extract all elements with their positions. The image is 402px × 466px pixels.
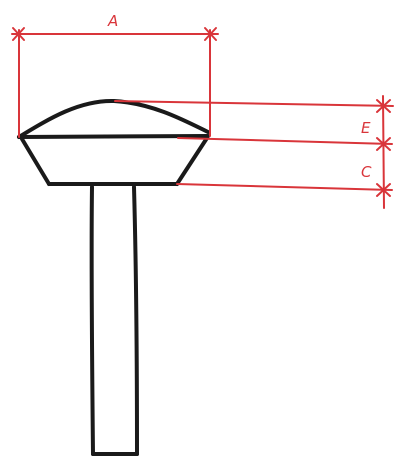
knob-head [17,98,210,186]
dimension-e-c: E C [114,95,394,209]
dimension-a: A [11,12,219,138]
dimension-top-tick [376,99,391,113]
extension-line-top [114,100,394,107]
stem [89,185,139,456]
head-dome [17,98,210,139]
extension-line-middle [177,137,393,145]
extension-line-bottom [176,183,393,191]
dimension-e-label: E [361,119,371,137]
dimension-a-label: A [107,12,118,30]
dimension-c-label: C [361,163,372,181]
head-top-edge [17,134,210,139]
head-left-bevel [20,137,51,186]
dimension-middle-tick [376,137,391,151]
stem-left-edge [89,185,95,456]
dimension-a-left-tick [12,27,25,41]
dimension-a-right-tick [204,27,217,41]
dimension-bottom-tick [376,183,391,197]
stem-right-edge [132,185,139,456]
head-right-bevel [175,136,209,186]
